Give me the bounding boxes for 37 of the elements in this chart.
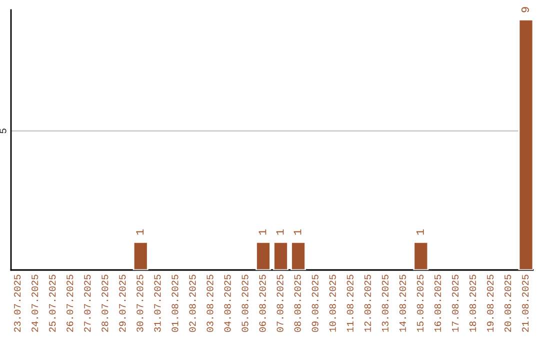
x-tick-label: 13.08.2025 <box>382 274 388 332</box>
x-tick-label: 26.07.2025 <box>66 274 74 332</box>
data-label: 1 <box>416 229 424 235</box>
y-tick-label: 5 <box>0 128 6 134</box>
x-tick-label: 25.07.2025 <box>49 274 56 332</box>
data-label: 1 <box>276 229 284 235</box>
x-tick-label: 24.07.2025 <box>32 274 38 332</box>
x-tick-label: 29.07.2025 <box>119 274 126 332</box>
x-tick-label: 23.07.2025 <box>14 274 21 332</box>
x-tick-label: 18.08.2025 <box>469 274 476 332</box>
x-tick-label: 02.08.2025 <box>189 274 196 332</box>
x-tick-label: 03.08.2025 <box>206 274 214 332</box>
x-tick-label: 31.07.2025 <box>154 274 161 332</box>
x-tick-label: 10.08.2025 <box>329 274 336 332</box>
x-tick-label: 01.08.2025 <box>172 274 178 332</box>
x-tick-label: 05.08.2025 <box>242 274 248 332</box>
x-tick-label: 27.07.2025 <box>84 274 91 332</box>
data-label: 1 <box>136 229 144 235</box>
x-tick-label: 12.08.2025 <box>364 274 371 332</box>
x-tick-label: 14.08.2025 <box>399 274 406 332</box>
x-tick-label: 04.08.2025 <box>224 274 231 332</box>
x-tick-label: 28.07.2025 <box>102 274 108 332</box>
x-tick-label: 11.08.2025 <box>346 274 354 332</box>
x-tick-label: 30.07.2025 <box>136 274 144 332</box>
x-tick-label: 06.08.2025 <box>259 274 266 332</box>
x-tick-label: 15.08.2025 <box>416 274 424 332</box>
x-tick-label: 09.08.2025 <box>312 274 318 332</box>
data-label: 9 <box>521 7 529 12</box>
x-tick-label: 17.08.2025 <box>452 274 459 332</box>
x-tick-label: 21.08.2025 <box>522 274 529 332</box>
x-tick-label: 19.08.2025 <box>486 274 494 332</box>
x-tick-label: 07.08.2025 <box>276 274 284 332</box>
x-tick-label: 20.08.2025 <box>504 274 512 332</box>
data-label: 1 <box>294 229 302 235</box>
data-label: 1 <box>258 229 266 235</box>
x-tick-label: 08.08.2025 <box>294 274 301 332</box>
x-tick-label: 16.08.2025 <box>434 274 442 332</box>
